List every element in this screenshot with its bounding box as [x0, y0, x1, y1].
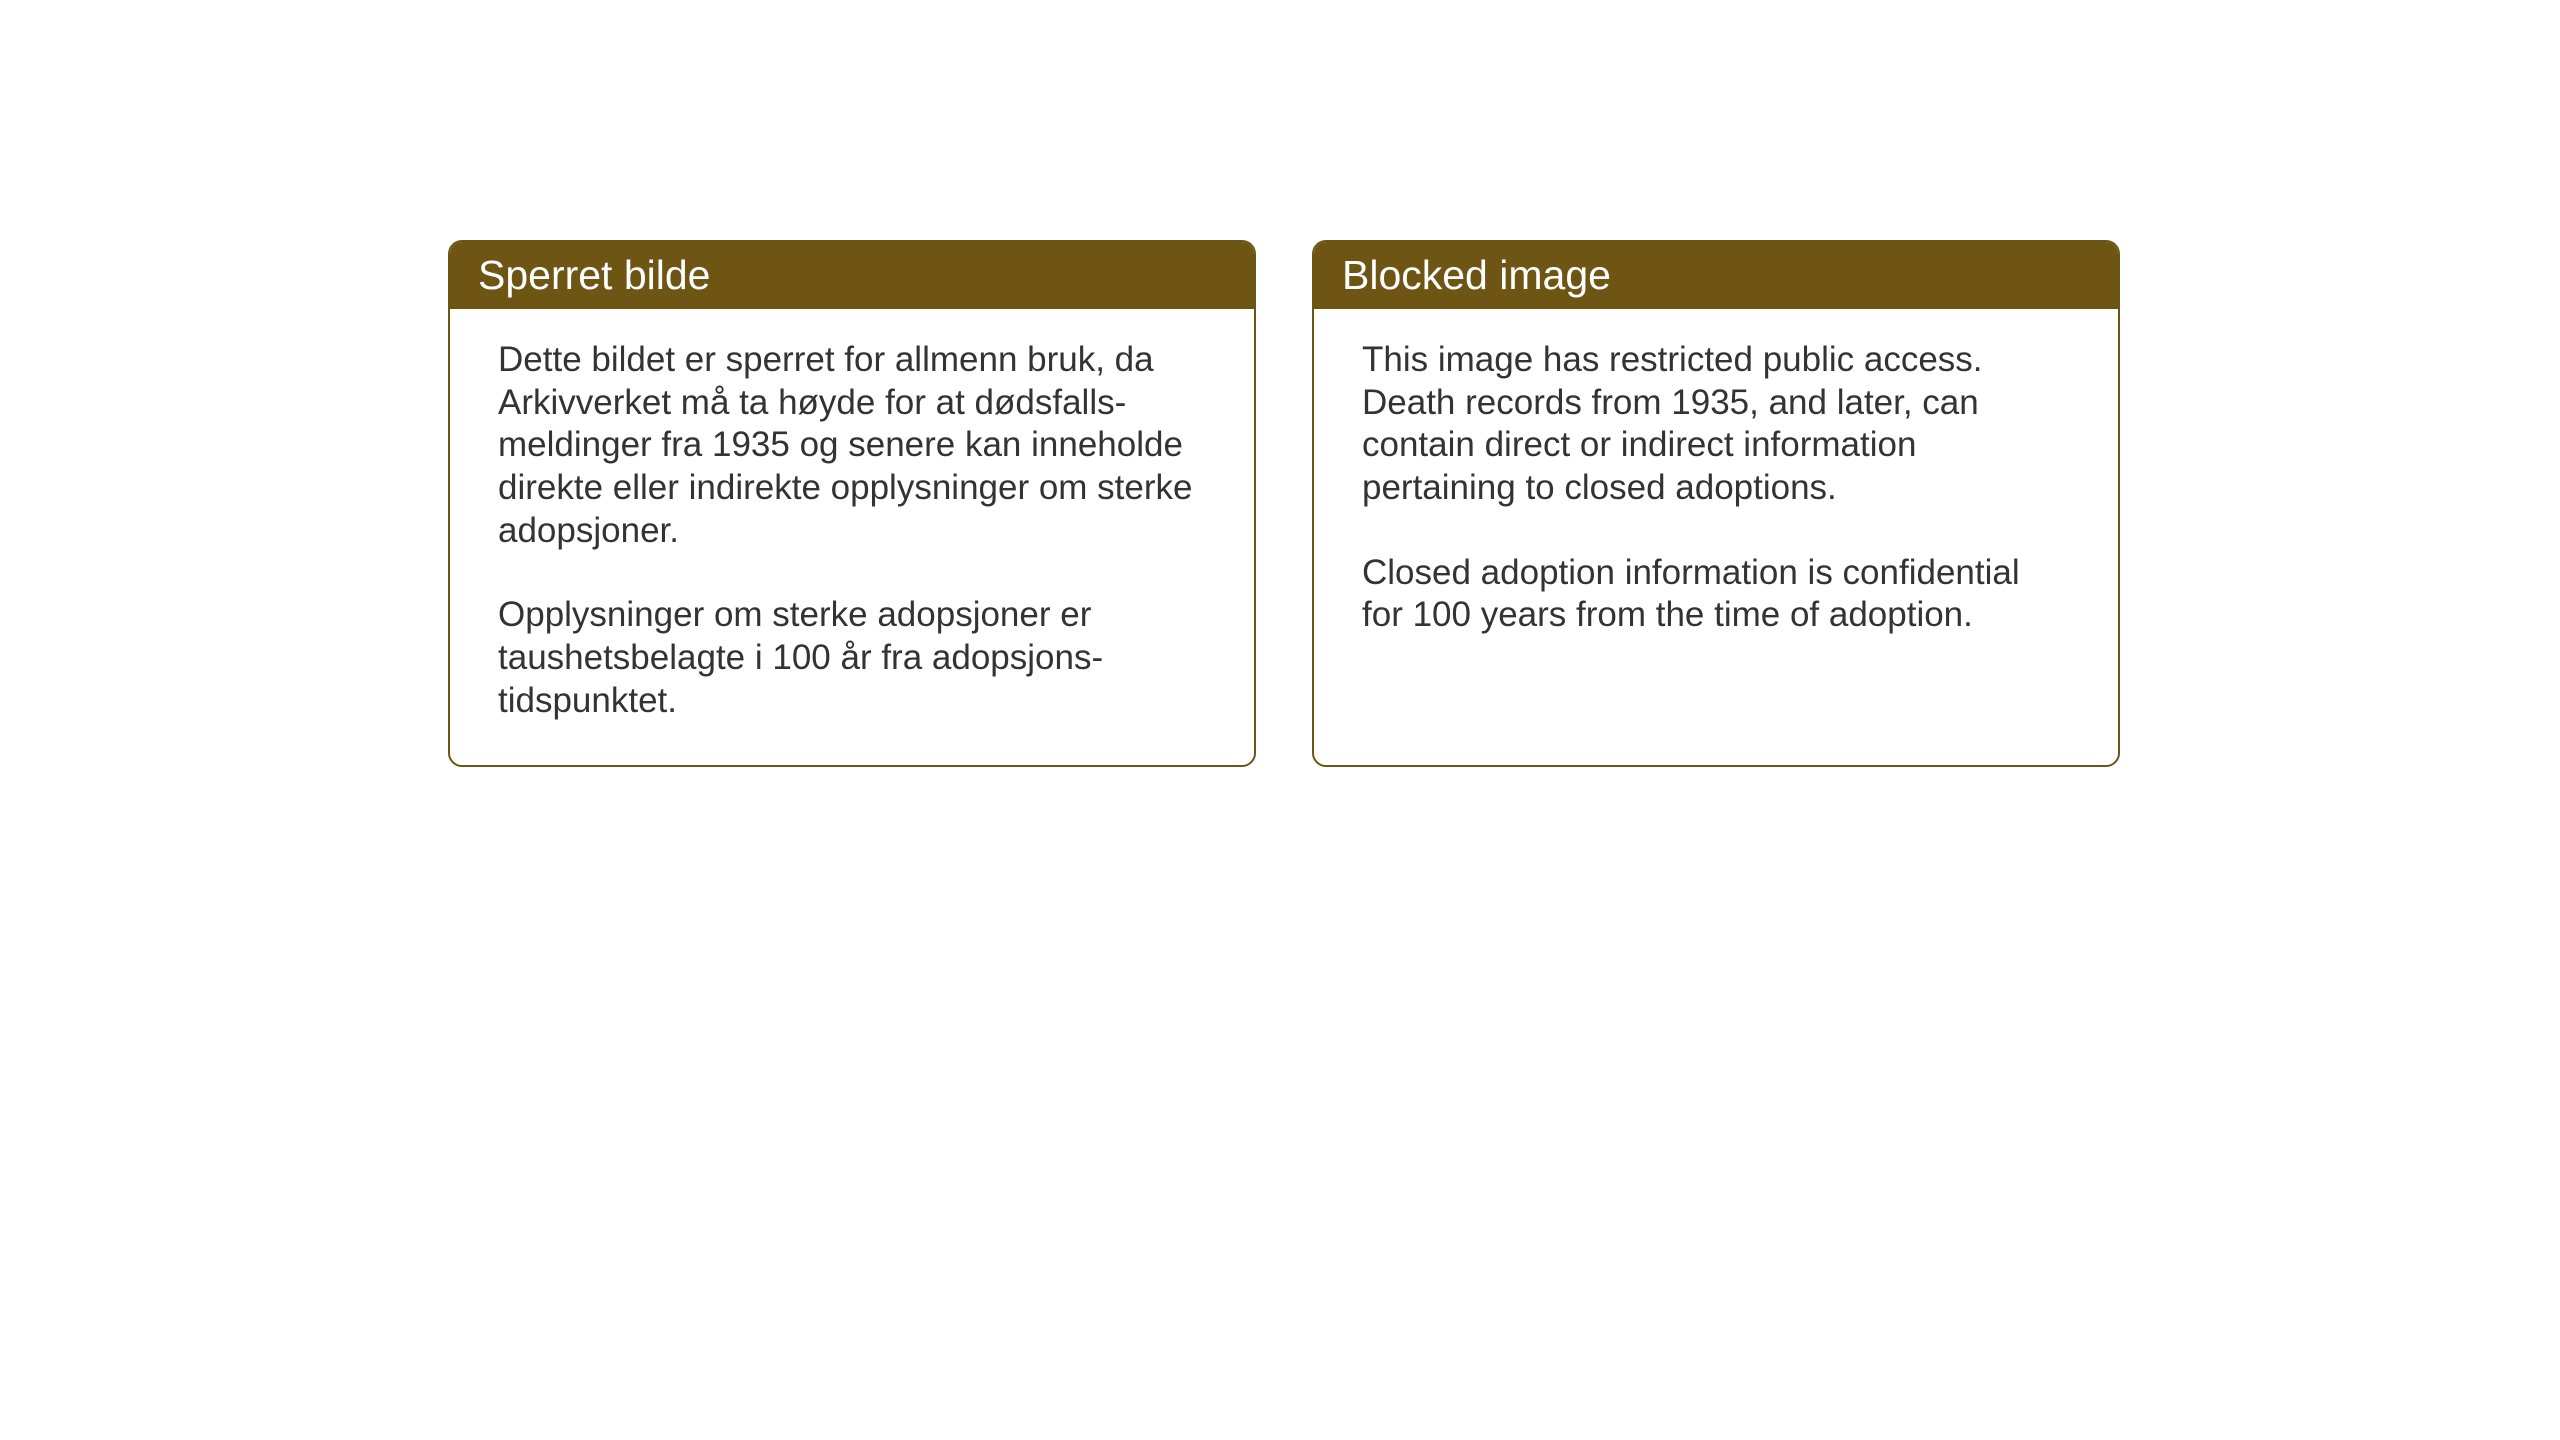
notice-header-english: Blocked image [1314, 242, 2118, 309]
notice-body-english: This image has restricted public access.… [1314, 309, 2118, 679]
notice-paragraph-2-norwegian: Opplysninger om sterke adopsjoner er tau… [498, 594, 1206, 722]
notice-header-norwegian: Sperret bilde [450, 242, 1254, 309]
notice-container: Sperret bilde Dette bildet er sperret fo… [448, 240, 2120, 767]
notice-paragraph-1-english: This image has restricted public access.… [1362, 339, 2070, 510]
notice-title-norwegian: Sperret bilde [478, 252, 710, 298]
notice-paragraph-1-norwegian: Dette bildet er sperret for allmenn bruk… [498, 339, 1206, 552]
notice-paragraph-2-english: Closed adoption information is confident… [1362, 552, 2070, 637]
notice-box-english: Blocked image This image has restricted … [1312, 240, 2120, 767]
notice-title-english: Blocked image [1342, 252, 1611, 298]
notice-box-norwegian: Sperret bilde Dette bildet er sperret fo… [448, 240, 1256, 767]
notice-body-norwegian: Dette bildet er sperret for allmenn bruk… [450, 309, 1254, 765]
